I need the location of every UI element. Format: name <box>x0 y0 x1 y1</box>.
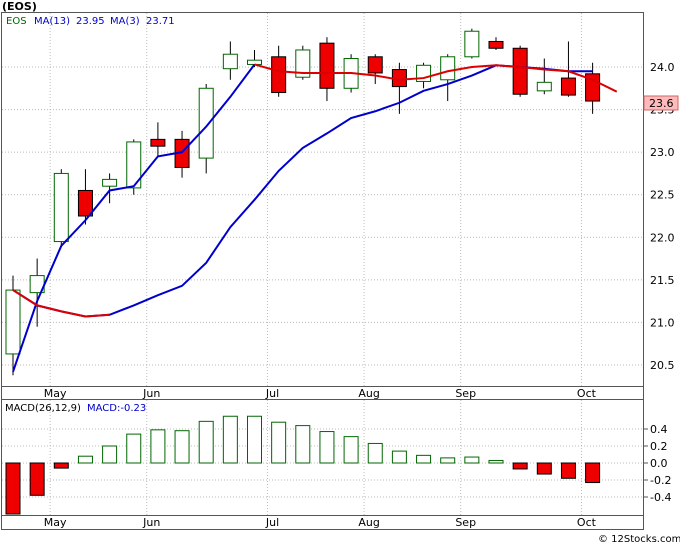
macd-bar-positive <box>343 436 359 464</box>
x-tick-label: May <box>44 387 67 400</box>
candle-down <box>560 77 576 96</box>
candle-down <box>367 56 383 74</box>
last-price-badge <box>643 95 679 111</box>
price-y-tick-label: 20.5 <box>650 359 675 372</box>
chart-title: (EOS) <box>2 0 37 13</box>
macd-x-tick-label: Oct <box>577 516 597 529</box>
candle-up <box>464 30 480 58</box>
macd-y-tick-label: 0.2 <box>650 440 668 453</box>
candle-up <box>222 53 238 70</box>
legend-ma13-label: MA(13) <box>34 16 70 27</box>
x-tick-label: Jul <box>265 387 279 400</box>
legend-ma3-value: 23.71 <box>146 16 175 27</box>
macd-y-tick-label: -0.4 <box>650 491 671 504</box>
macd-bar-positive <box>222 415 238 464</box>
macd-bar-negative <box>29 462 45 496</box>
price-y-tick-label: 23.0 <box>650 146 675 159</box>
macd-legend-value: MACD:-0.23 <box>87 403 146 414</box>
macd-y-tick-labels: 0.4 0.2 0.0 -0.2 -0.4 <box>650 423 671 504</box>
candle-down <box>488 40 504 49</box>
macd-x-tick-label: Aug <box>358 516 379 529</box>
legend-symbol: EOS <box>6 16 27 27</box>
x-tick-labels: May May Jun Jun Jul Jul Aug Aug Sep Sep Oct Oct <box>44 387 597 529</box>
macd-bar-positive <box>464 456 480 464</box>
macd-bar-negative <box>512 462 528 470</box>
macd-bar-positive <box>440 457 456 464</box>
ma13-line <box>12 63 256 373</box>
price-y-tick-label: 22.5 <box>650 189 675 202</box>
macd-y-tick-label: -0.2 <box>650 474 671 487</box>
macd-bar-positive <box>295 425 311 464</box>
price-y-tick-label: 24.0 <box>650 61 675 74</box>
price-y-tick-label: 22.0 <box>650 231 675 244</box>
macd-bar-positive <box>102 445 118 464</box>
candle-down <box>77 189 93 217</box>
candle-up <box>53 172 69 243</box>
candle-up <box>102 178 118 187</box>
macd-bar-positive <box>198 420 214 464</box>
ma3-line-early <box>12 289 110 318</box>
macd-bar-positive <box>174 430 190 464</box>
macd-legend-params: MACD(26,12,9) <box>5 403 81 414</box>
price-y-tick-label: 21.0 <box>650 316 675 329</box>
macd-bar-positive <box>126 433 142 464</box>
x-tick-label: Jun <box>142 387 160 400</box>
macd-x-tick-label: Jun <box>142 516 160 529</box>
candle-up <box>536 81 552 92</box>
macd-bar-negative <box>53 462 69 469</box>
candle-up <box>440 56 456 81</box>
macd-bar-positive <box>150 429 166 464</box>
candle-down <box>271 56 287 94</box>
candle-up <box>247 59 262 65</box>
x-tick-label: Aug <box>358 387 379 400</box>
macd-y-tick-label: 0.4 <box>650 423 668 436</box>
macd-bar-positive <box>391 450 407 464</box>
macd-bar-negative <box>560 462 576 479</box>
last-price-label: 23.6 <box>649 97 674 110</box>
macd-x-tick-label: Jul <box>265 516 279 529</box>
legend-ma13-value: 23.95 <box>76 16 105 27</box>
macd-bar-positive <box>367 442 383 464</box>
macd-x-axis-strip <box>1 515 644 530</box>
candle-up <box>126 141 142 189</box>
x-tick-label: Oct <box>577 387 597 400</box>
macd-bar-positive <box>488 459 504 464</box>
macd-bar-negative <box>585 462 601 484</box>
macd-bar-negative <box>536 462 552 475</box>
macd-bar-positive <box>319 431 335 464</box>
candle-down <box>150 138 166 147</box>
candle-up <box>198 87 214 159</box>
candle-up <box>5 289 21 355</box>
macd-histogram <box>5 415 601 515</box>
ma3-line <box>254 63 618 93</box>
macd-bar-positive <box>271 421 287 464</box>
price-y-tick-labels: 20.521.021.522.022.523.023.524.0 <box>650 61 675 372</box>
macd-bar-negative <box>5 462 21 515</box>
moving-average-lines <box>12 63 618 373</box>
price-y-tick-label: 21.5 <box>650 274 675 287</box>
x-tick-label: Sep <box>455 387 476 400</box>
macd-bar-positive <box>247 415 262 464</box>
macd-x-tick-label: Sep <box>455 516 476 529</box>
macd-bar-positive <box>77 455 93 464</box>
candle-down <box>319 42 335 89</box>
macd-y-tick-label: 0.0 <box>650 457 668 470</box>
macd-grid <box>2 400 648 515</box>
candle-down <box>512 47 528 95</box>
x-axis-strip <box>1 386 644 400</box>
price-grid <box>2 13 643 386</box>
legend-ma3-label: MA(3) <box>110 16 140 27</box>
macd-bar-positive <box>416 454 432 464</box>
macd-x-tick-label: May <box>44 516 67 529</box>
watermark: © 12Stocks.com <box>598 534 680 545</box>
candle-up <box>295 49 311 78</box>
